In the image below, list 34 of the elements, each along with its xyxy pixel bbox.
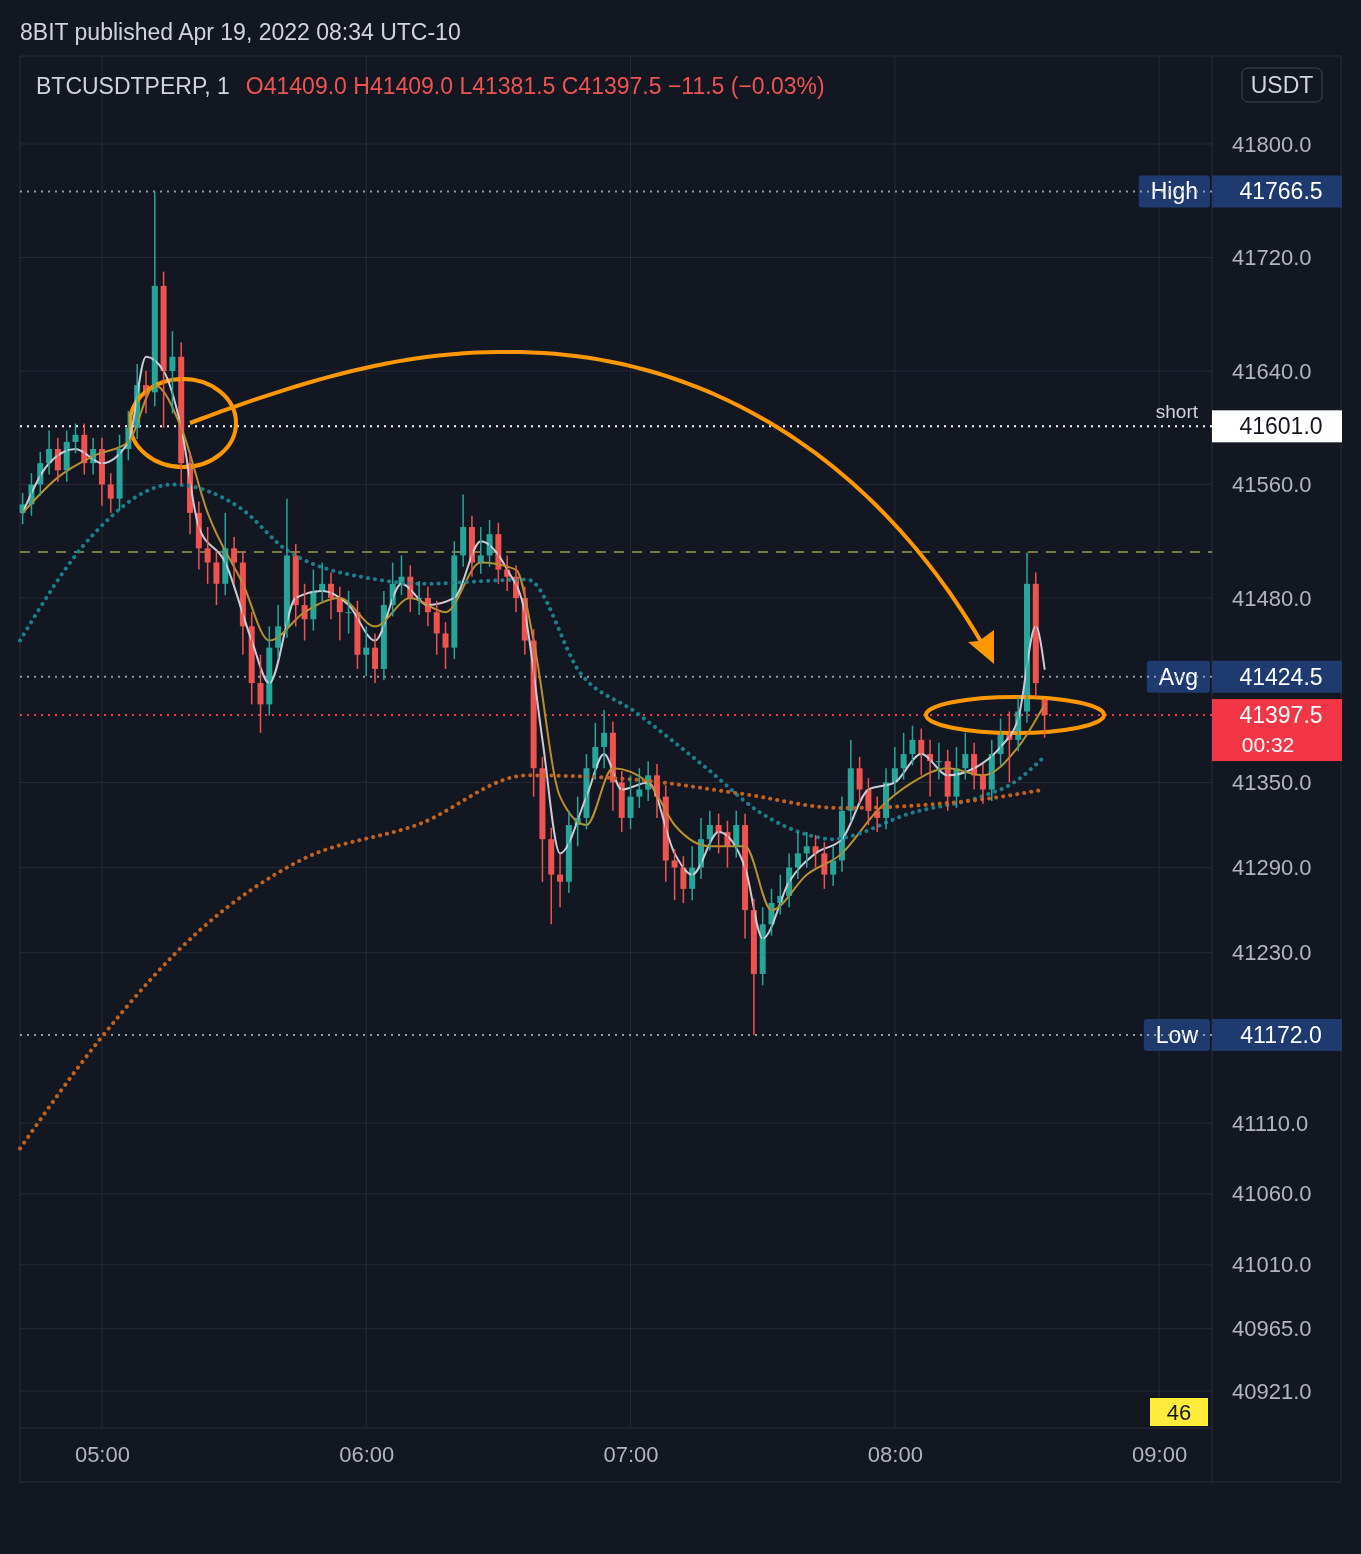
- y-tick-label: 40965.0: [1232, 1316, 1312, 1342]
- candlestick: [671, 848, 678, 901]
- y-tick-label: 41350.0: [1232, 769, 1312, 795]
- text: BTCUSDTPERP, 1: [36, 73, 230, 99]
- x-tick-label: 09:00: [1132, 1441, 1188, 1467]
- y-tick-label: 41290.0: [1232, 855, 1312, 881]
- ref-line-label: High: [1150, 178, 1198, 205]
- x-tick-label: 06:00: [339, 1441, 395, 1467]
- text: O41409.0 H41409.0 L41381.5 C41397.5 −11.5 (−0.03%): [245, 73, 825, 99]
- text: 41172.0: [1240, 1021, 1322, 1048]
- x-tick-label: 05:00: [74, 1441, 130, 1467]
- y-axis-title: USDT: [1250, 72, 1314, 98]
- y-tick-label: 41230.0: [1232, 940, 1312, 966]
- y-tick-label: 41720.0: [1232, 245, 1312, 271]
- ref-line-label: short: [1155, 401, 1199, 423]
- text: 8BIT published Apr 19, 2022 08:34 UTC-10: [20, 19, 461, 45]
- y-tick-label: 41560.0: [1232, 472, 1312, 498]
- ref-line-label: Avg: [1158, 663, 1198, 690]
- y-tick-label: 41640.0: [1232, 358, 1312, 384]
- ref-line-label: Low: [1155, 1021, 1199, 1048]
- text: 41601.0: [1239, 413, 1323, 440]
- y-tick-label: 41060.0: [1232, 1181, 1312, 1207]
- x-tick-label: 08:00: [867, 1441, 923, 1467]
- y-tick-label: 41800.0: [1232, 131, 1312, 157]
- annotation: 46: [1166, 1400, 1192, 1425]
- text: 00:32: [1241, 733, 1295, 757]
- y-tick-label: 41480.0: [1232, 585, 1312, 611]
- text: 41766.5: [1239, 178, 1323, 205]
- y-tick-label: 40921.0: [1232, 1378, 1312, 1404]
- y-tick-label: 41010.0: [1232, 1252, 1312, 1278]
- y-tick-label: 41110.0: [1232, 1110, 1309, 1136]
- text: 41424.5: [1239, 663, 1323, 690]
- text: 41397.5: [1239, 702, 1323, 729]
- x-tick-label: 07:00: [603, 1441, 659, 1467]
